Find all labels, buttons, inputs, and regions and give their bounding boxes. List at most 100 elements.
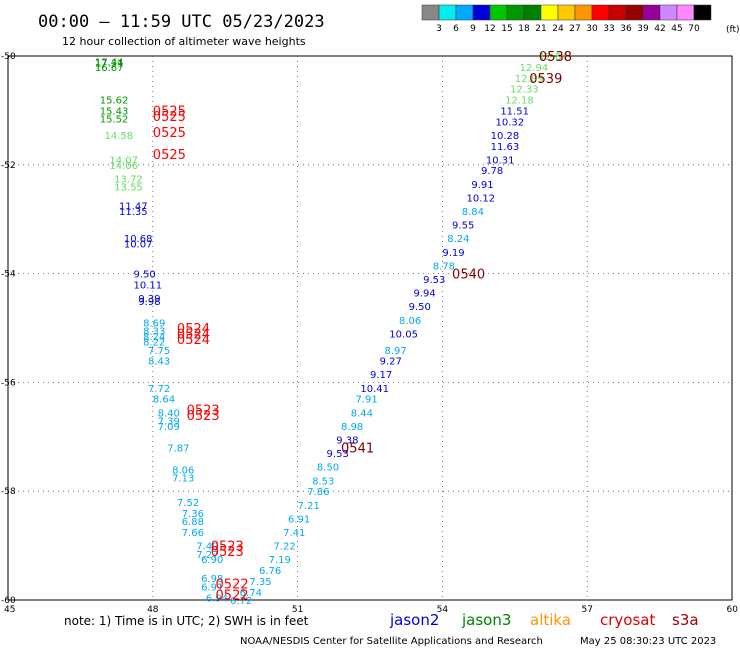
- chart-subtitle: 12 hour collection of altimeter wave hei…: [62, 35, 306, 48]
- color-swatch: [472, 4, 491, 21]
- wave-height-label: 7.66: [182, 528, 204, 539]
- color-swatch: [574, 4, 593, 21]
- wave-height-label: 14.58: [105, 131, 134, 142]
- wave-height-label: 7.19: [269, 555, 291, 566]
- pass-time-label: 0522: [216, 578, 249, 593]
- wave-height-label: 8.24: [447, 234, 469, 245]
- wave-height-label: 10.31: [486, 155, 515, 166]
- wave-height-label: 6.74: [240, 588, 262, 599]
- wave-height-label: 8.33: [143, 327, 165, 338]
- wave-height-label: 6.98: [201, 574, 223, 585]
- color-scale-label: 9: [470, 24, 476, 34]
- wave-height-label: 8.97: [384, 346, 406, 357]
- color-swatch: [506, 4, 525, 21]
- color-scale-label: 24: [552, 24, 564, 34]
- wave-height-label: 7.36: [182, 509, 204, 520]
- pass-time-label: 0524: [177, 327, 210, 342]
- x-tick-label: 48: [147, 605, 159, 615]
- color-swatch: [438, 4, 457, 21]
- wave-height-label: 11.35: [119, 207, 148, 218]
- wave-height-label: 7.27: [196, 550, 218, 561]
- pass-time-label: 0525: [153, 110, 186, 125]
- wave-height-label: 8.50: [317, 463, 339, 474]
- wave-height-label: 13.72: [114, 174, 143, 185]
- wave-height-label: 10.32: [495, 117, 524, 128]
- wave-height-label: 8.53: [312, 476, 334, 487]
- wave-height-label: 14.06: [109, 161, 138, 172]
- wave-height-label: 8.22: [143, 338, 165, 349]
- pass-time-label: 0522: [216, 589, 249, 604]
- wave-height-label: 9.55: [452, 221, 474, 232]
- y-tick-label: -50: [1, 52, 16, 62]
- chart-title: 00:00 – 11:59 UTC 05/23/2023: [38, 12, 325, 32]
- wave-height-label: 6.91: [201, 582, 223, 593]
- color-swatch: [693, 4, 712, 21]
- color-scale-bar: 3 6 9 12 15 18 21 24 27 30 33 36 39 42 45 70: [421, 4, 712, 34]
- wave-height-label: 8.78: [433, 261, 455, 272]
- wave-height-label: 8.69: [143, 319, 165, 330]
- plot-area: [7, 55, 733, 601]
- wave-height-label: 7.21: [298, 501, 320, 512]
- x-tick-labels: 45 48 51 54 57 60: [4, 605, 738, 615]
- color-swatch: [455, 4, 474, 21]
- wave-height-label: 8.64: [153, 395, 175, 406]
- wave-height-label: 12.94: [520, 63, 549, 74]
- y-tick-label: -54: [1, 270, 16, 280]
- satellite-legend-altika: altika: [530, 611, 571, 629]
- y-tick-label: -60: [1, 596, 16, 606]
- wave-height-label: 8.06: [172, 465, 194, 476]
- y-tick-label: -58: [1, 487, 16, 497]
- wave-height-label: 15.62: [100, 96, 129, 107]
- wave-height-label: 11.51: [500, 106, 529, 117]
- wave-height-label: 7.09: [158, 422, 180, 433]
- color-swatch: [642, 4, 661, 21]
- pass-time-label: 0539: [529, 72, 562, 87]
- wave-height-label: 8.84: [462, 207, 484, 218]
- pass-time-label: 0524: [177, 333, 210, 348]
- pass-time-label: 0523: [211, 545, 244, 560]
- x-tick-label: 60: [727, 605, 739, 615]
- y-tick-label: -52: [1, 161, 16, 171]
- color-swatch: [421, 4, 440, 21]
- wave-height-label: 6.76: [259, 566, 281, 577]
- color-swatch: [625, 4, 644, 21]
- wave-height-label: 10.07: [124, 240, 153, 251]
- color-scale-label: 15: [501, 24, 512, 34]
- color-swatch: [557, 4, 576, 21]
- y-tick-labels: -50 -52 -54 -56 -58 -60: [1, 52, 16, 606]
- color-swatch: [676, 4, 695, 21]
- wave-height-label: 9.38: [336, 436, 358, 447]
- wave-height-label: 6.91: [288, 514, 310, 525]
- x-tick-label: 57: [581, 605, 592, 615]
- color-scale-label: 12: [484, 24, 495, 34]
- pass-time-label: 0524: [177, 322, 210, 337]
- x-tick-label: 45: [4, 605, 15, 615]
- color-swatch: [591, 4, 610, 21]
- wave-height-label: 14.07: [109, 155, 138, 166]
- satellite-legend-jason3: jason3: [461, 611, 511, 629]
- color-scale-label: 70: [688, 24, 700, 34]
- wave-height-label: 8.24: [143, 332, 165, 343]
- color-scale-label: 36: [620, 24, 632, 34]
- color-scale-unit: (ft): [726, 25, 740, 35]
- pass-time-label: 0523: [187, 409, 220, 424]
- color-scale-label: 18: [518, 24, 530, 34]
- wave-height-label: 17.31: [95, 59, 124, 70]
- pass-time-label: 0538: [539, 50, 572, 65]
- wave-height-label: 13.55: [114, 183, 143, 194]
- wave-height-label: 9.98: [138, 297, 160, 308]
- pass-time-label: 0523: [211, 540, 244, 555]
- wave-height-label: 10.28: [491, 131, 520, 142]
- color-scale-label: 6: [453, 24, 459, 34]
- wave-height-label: 7.39: [158, 416, 180, 427]
- wave-height-label: 9.50: [133, 270, 155, 281]
- pass-time-label: 0525: [153, 148, 186, 163]
- wave-height-label: 12.18: [505, 96, 534, 107]
- pass-time-label: 0540: [452, 268, 485, 283]
- wave-height-label: 9.39: [138, 294, 160, 305]
- x-tick-label: 51: [292, 605, 303, 615]
- color-scale-label: 27: [569, 24, 580, 34]
- pass-time-label: 0525: [153, 104, 186, 119]
- color-swatch: [489, 4, 508, 21]
